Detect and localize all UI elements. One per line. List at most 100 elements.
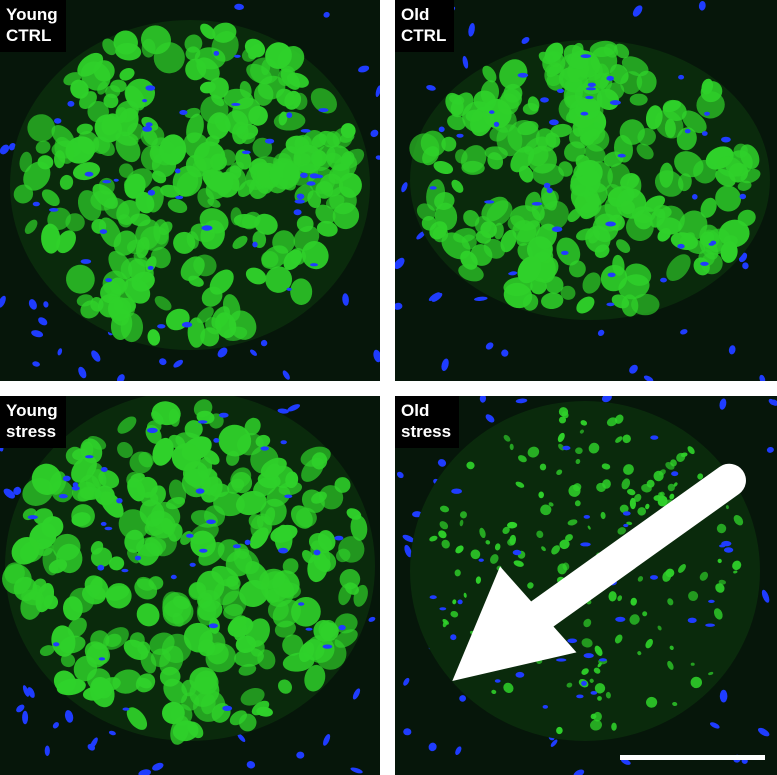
fiber bbox=[503, 434, 511, 442]
fiber bbox=[205, 172, 234, 200]
nucleus bbox=[759, 374, 766, 381]
fiber bbox=[162, 598, 194, 627]
fiber bbox=[621, 56, 649, 77]
fiber bbox=[127, 122, 144, 141]
fiber bbox=[673, 482, 678, 487]
nucleus bbox=[426, 85, 436, 91]
fiber bbox=[530, 277, 547, 295]
fiber bbox=[205, 317, 222, 335]
fiber bbox=[541, 186, 558, 211]
fiber bbox=[39, 645, 55, 657]
fiber bbox=[184, 420, 203, 439]
nucleus bbox=[709, 722, 720, 729]
nucleus bbox=[338, 624, 346, 631]
nucleus bbox=[416, 231, 426, 240]
fiber bbox=[659, 162, 674, 188]
fiber bbox=[117, 441, 133, 459]
fiber bbox=[556, 726, 563, 735]
fiber bbox=[570, 167, 601, 198]
fiber bbox=[680, 452, 688, 458]
nucleus bbox=[585, 95, 594, 100]
fiber bbox=[339, 568, 361, 590]
nucleus bbox=[580, 111, 589, 116]
fiber bbox=[152, 437, 174, 466]
nucleus bbox=[580, 54, 592, 58]
fiber bbox=[667, 660, 674, 670]
fiber bbox=[136, 603, 160, 627]
fiber bbox=[700, 197, 717, 218]
nucleus bbox=[105, 278, 112, 283]
fiber bbox=[600, 264, 628, 292]
nucleus bbox=[622, 511, 631, 516]
micrograph-old-ctrl bbox=[395, 1, 770, 381]
nucleus bbox=[429, 595, 437, 600]
fiber bbox=[22, 478, 54, 506]
nucleus bbox=[100, 467, 108, 472]
fiber bbox=[646, 479, 655, 488]
nucleus bbox=[27, 515, 38, 520]
fiber bbox=[604, 197, 622, 220]
fiber bbox=[637, 651, 642, 656]
nucleus bbox=[170, 574, 177, 580]
fiber bbox=[571, 42, 584, 58]
fiber bbox=[739, 144, 760, 170]
nucleus bbox=[583, 515, 590, 519]
nucleus bbox=[401, 182, 408, 193]
fiber bbox=[447, 114, 466, 131]
fiber bbox=[590, 719, 602, 731]
fiber bbox=[540, 504, 552, 516]
fiber bbox=[100, 491, 124, 518]
fiber bbox=[71, 512, 91, 527]
nucleus bbox=[692, 194, 698, 200]
fiber bbox=[273, 111, 306, 131]
fiber bbox=[737, 209, 756, 227]
fiber bbox=[667, 598, 674, 606]
fiber bbox=[515, 481, 525, 488]
fiber bbox=[557, 432, 565, 443]
fiber bbox=[499, 59, 528, 90]
nucleus bbox=[402, 534, 415, 543]
fiber bbox=[184, 107, 201, 119]
fiber bbox=[282, 634, 304, 656]
fiber bbox=[510, 146, 535, 173]
nucleus bbox=[8, 143, 16, 151]
fiber bbox=[631, 293, 660, 316]
nucleus bbox=[278, 547, 289, 554]
fiber bbox=[218, 424, 252, 457]
fiber bbox=[21, 589, 45, 606]
nucleus bbox=[52, 722, 59, 729]
fiber bbox=[72, 162, 101, 181]
nucleus bbox=[121, 568, 129, 573]
fiber bbox=[126, 707, 148, 730]
nucleus bbox=[543, 182, 551, 189]
fiber bbox=[250, 57, 280, 85]
fiber bbox=[568, 484, 581, 497]
nucleus bbox=[531, 202, 543, 206]
nucleus bbox=[58, 494, 68, 499]
nucleus bbox=[231, 102, 241, 106]
fiber bbox=[507, 215, 526, 231]
nucleus bbox=[54, 118, 62, 124]
fiber bbox=[205, 643, 237, 673]
fiber bbox=[700, 252, 723, 275]
fiber bbox=[196, 306, 214, 324]
fiber bbox=[223, 326, 248, 341]
nucleus bbox=[761, 589, 770, 603]
nucleus bbox=[352, 688, 361, 700]
fiber bbox=[605, 691, 611, 699]
fiber bbox=[500, 229, 517, 253]
nucleus bbox=[684, 129, 691, 134]
fiber bbox=[629, 93, 648, 106]
fiber bbox=[441, 232, 471, 260]
fiber bbox=[594, 645, 603, 656]
nucleus bbox=[474, 296, 488, 302]
scale-bar bbox=[620, 755, 765, 760]
fiber bbox=[589, 678, 594, 683]
fiber bbox=[41, 189, 60, 207]
fiber bbox=[580, 420, 588, 426]
nucleus bbox=[28, 299, 37, 310]
nucleus bbox=[368, 616, 376, 622]
fiber bbox=[134, 578, 158, 600]
fiber bbox=[112, 669, 142, 694]
nucleus bbox=[159, 358, 167, 366]
